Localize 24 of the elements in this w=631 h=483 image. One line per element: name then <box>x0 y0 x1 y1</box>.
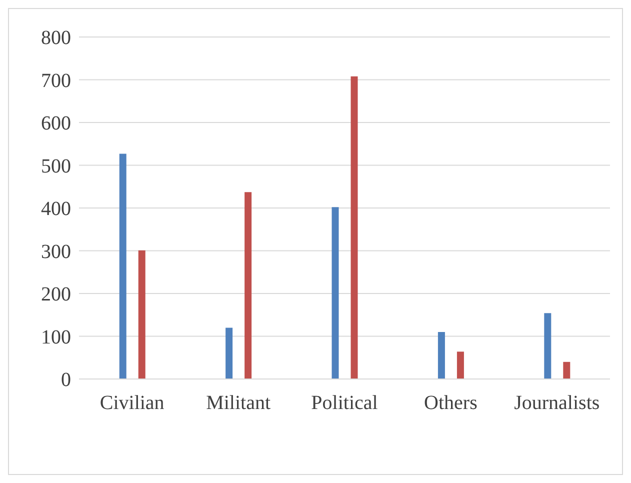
bar <box>544 313 552 379</box>
x-tick-label: Militant <box>206 392 271 414</box>
y-tick-label: 100 <box>41 326 71 348</box>
bar <box>119 154 126 379</box>
y-tick-label: 400 <box>41 198 71 220</box>
x-tick-label: Political <box>311 392 378 414</box>
bar <box>226 328 233 379</box>
y-tick-label: 800 <box>41 27 71 50</box>
x-tick-label: Others <box>424 392 478 414</box>
y-tick-label: 700 <box>41 70 71 92</box>
bar <box>456 352 464 379</box>
bar <box>438 332 445 379</box>
bar <box>350 76 358 379</box>
y-tick-label: 500 <box>41 155 71 178</box>
x-tick-label: Civilian <box>100 392 164 414</box>
y-tick-label: 300 <box>41 240 71 263</box>
x-tick-label: Journalists <box>514 392 600 414</box>
y-tick-label: 0 <box>61 369 71 392</box>
y-tick-label: 200 <box>41 284 71 306</box>
bar <box>332 207 339 379</box>
y-tick-label: 600 <box>41 112 71 135</box>
bar <box>244 192 252 379</box>
bar <box>138 250 146 379</box>
bar <box>563 362 570 379</box>
